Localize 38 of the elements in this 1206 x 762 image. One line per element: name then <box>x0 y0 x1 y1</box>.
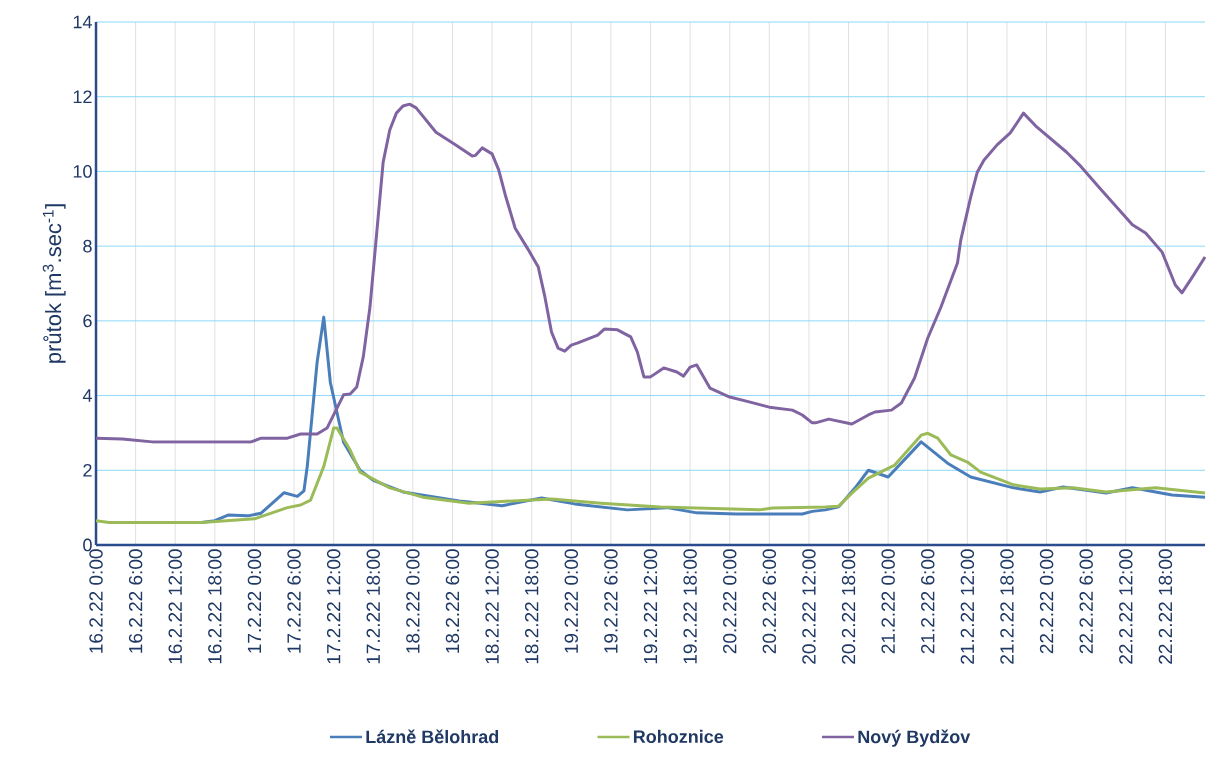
x-tick-label: 22.2.22 6:00 <box>1079 549 1093 654</box>
x-tick-label: 20.2.22 6:00 <box>762 549 777 654</box>
x-tick-label: 21.2.22 18:00 <box>1000 549 1014 664</box>
y-tick-label: 12 <box>73 90 92 103</box>
x-tick-label: 17.2.22 6:00 <box>287 549 301 653</box>
x-tick-label: 17.2.22 0:00 <box>247 549 262 653</box>
x-tick-label: 21.2.22 6:00 <box>921 549 935 654</box>
x-tick-label: 17.2.22 12:00 <box>326 549 341 664</box>
x-tick-label: 16.2.22 18:00 <box>208 549 222 664</box>
legend-label: Lázně Bělohrad <box>366 729 499 744</box>
y-tick-label: 4 <box>82 389 92 402</box>
x-tick-label: 18.2.22 6:00 <box>445 549 460 653</box>
y-tick-label: 10 <box>73 165 92 178</box>
x-tick-label: 19.2.22 6:00 <box>604 549 618 653</box>
x-tick-label: 19.2.22 0:00 <box>564 549 579 653</box>
y-tick-label: 6 <box>83 314 92 328</box>
x-tick-label: 16.2.22 6:00 <box>128 549 143 653</box>
x-tick-label: 21.2.22 0:00 <box>881 549 895 654</box>
x-tick-label: 20.2.22 12:00 <box>802 549 816 664</box>
x-tick-label: 22.2.22 0:00 <box>1039 549 1054 654</box>
legend-label: Nový Bydžov <box>858 729 971 747</box>
x-tick-label: 19.2.22 18:00 <box>683 549 697 664</box>
x-tick-label: 18.2.22 12:00 <box>485 549 499 664</box>
x-tick-label: 19.2.22 12:00 <box>643 549 658 664</box>
y-tick-label: 2 <box>83 463 92 477</box>
x-tick-label: 21.2.22 12:00 <box>960 549 975 664</box>
x-tick-label: 18.2.22 0:00 <box>406 549 420 653</box>
y-tick-label: 14 <box>73 15 92 29</box>
x-tick-label: 16.2.22 12:00 <box>168 549 182 664</box>
x-tick-label: 22.2.22 18:00 <box>1158 549 1173 664</box>
x-tick-label: 18.2.22 18:00 <box>524 549 539 664</box>
x-tick-label: 20.2.22 18:00 <box>841 549 856 664</box>
x-tick-label: 17.2.22 18:00 <box>366 549 380 664</box>
y-axis-title: průtok [m$^{3}$.sec$^{-1}$] <box>42 204 66 363</box>
y-tick-label: 8 <box>83 239 92 253</box>
x-tick-label: 20.2.22 0:00 <box>723 549 737 654</box>
legend-label: Rohoznice <box>633 729 724 744</box>
x-tick-label: 22.2.22 12:00 <box>1119 549 1133 664</box>
